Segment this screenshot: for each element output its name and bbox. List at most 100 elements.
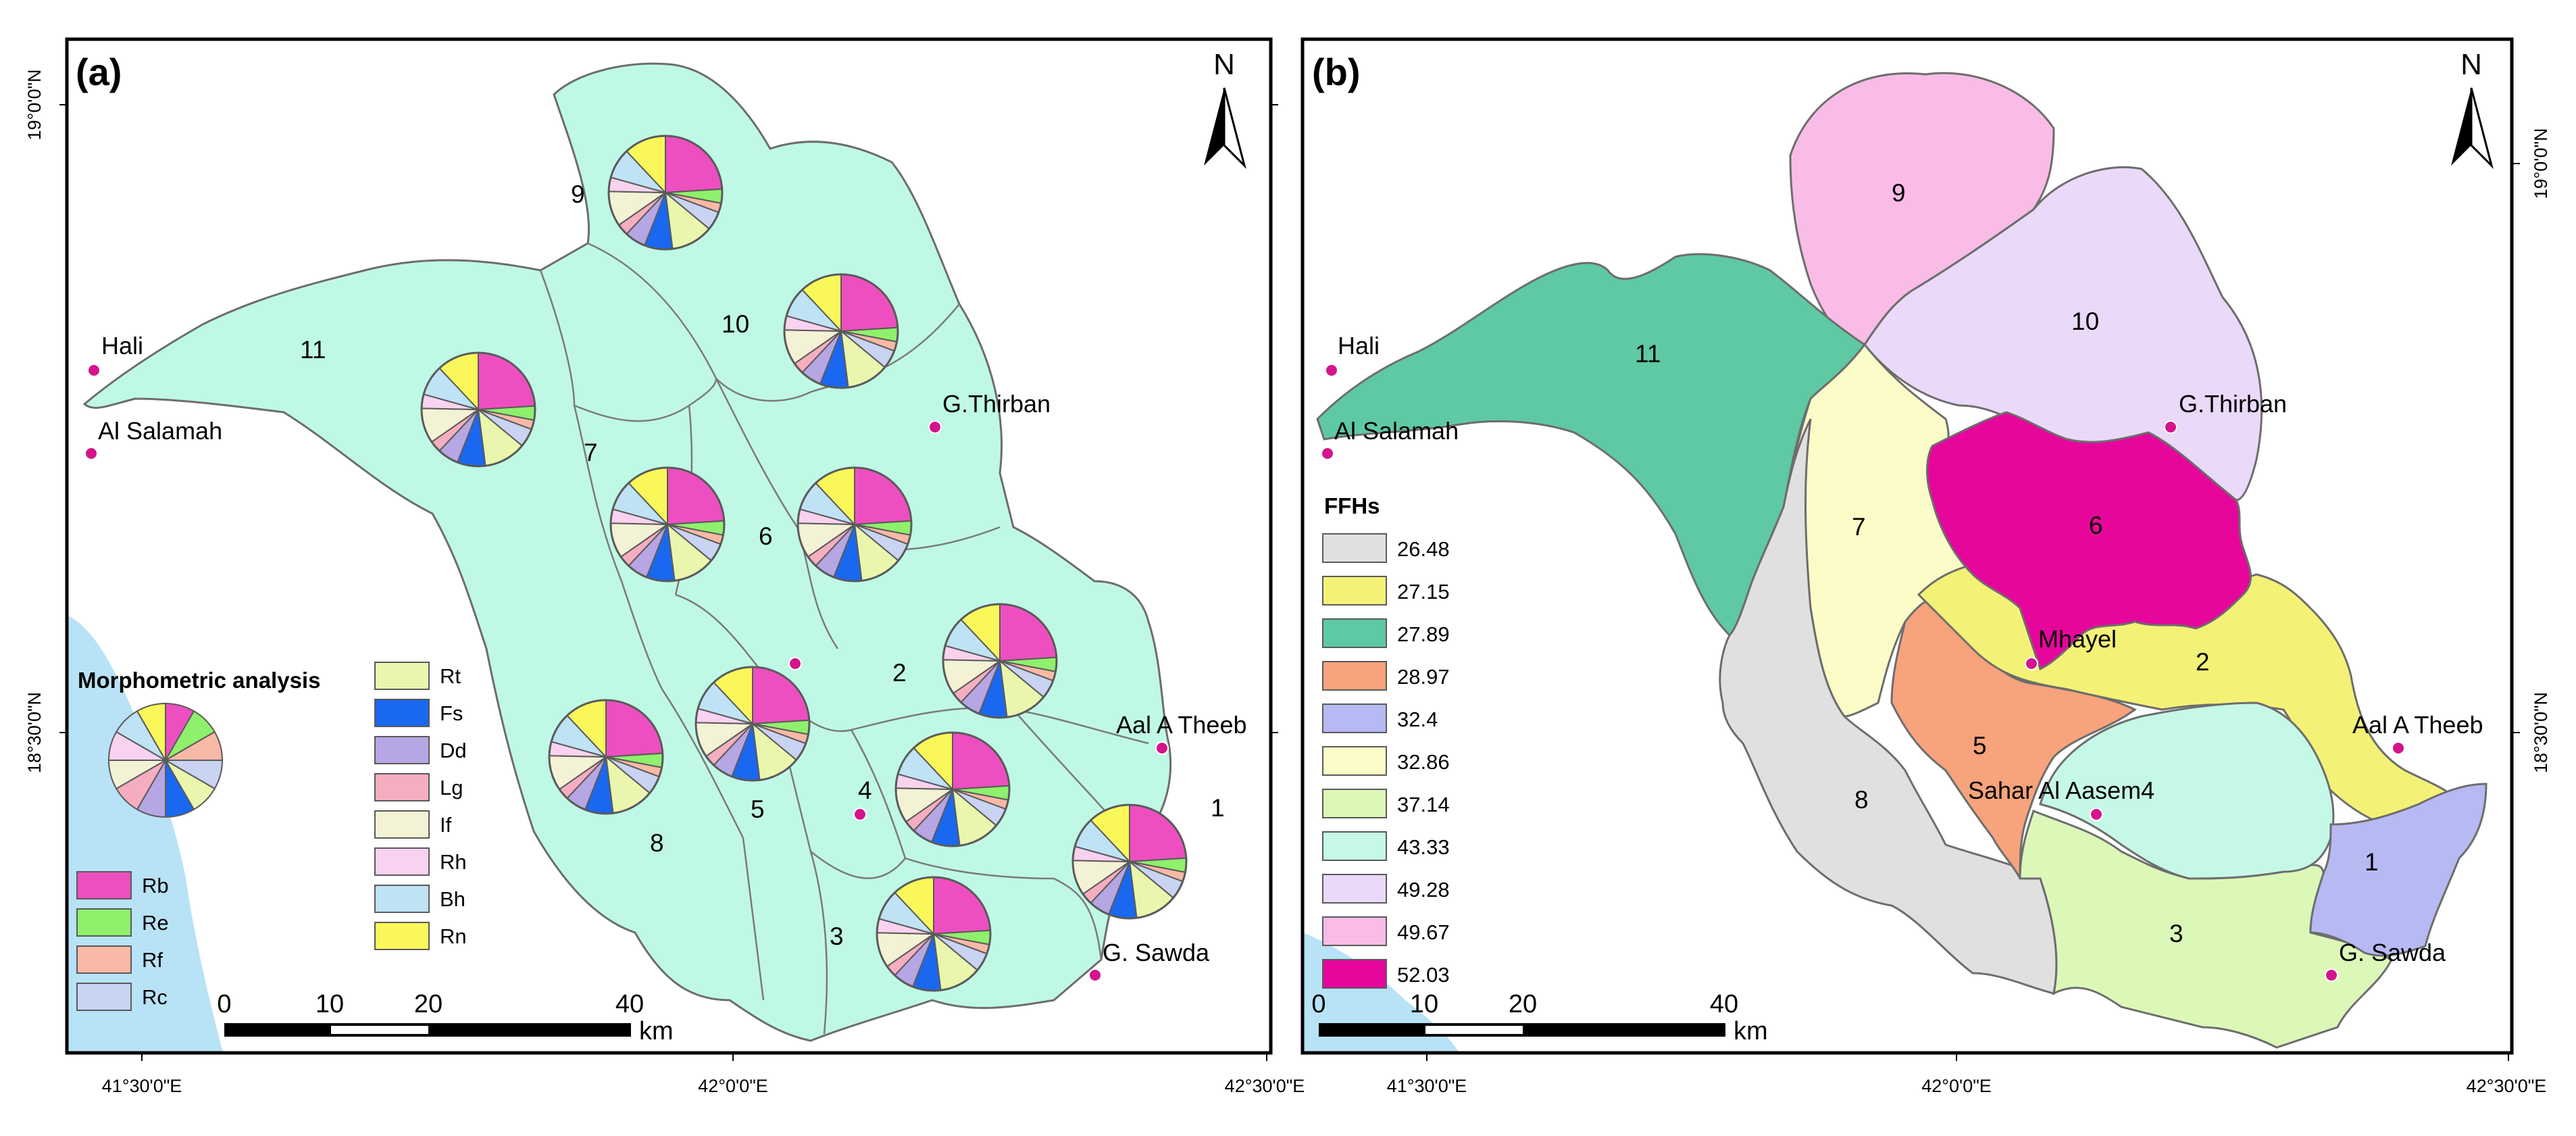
scale-tick-40: 40	[615, 990, 644, 1018]
legend-label-re: Re	[142, 911, 169, 935]
legend-label-bh: Bh	[440, 887, 465, 911]
north-label: N	[2460, 48, 2482, 81]
legend-label-ffh: 32.4	[1397, 708, 1438, 731]
legend-swatch-ffh	[1322, 661, 1387, 691]
legend-swatch-ffh	[1322, 959, 1387, 989]
legend-label-ffh: 27.15	[1397, 580, 1450, 603]
legend-swatch-ffh	[1322, 916, 1387, 946]
legend-swatch-re	[76, 908, 132, 937]
ffh-basin-4	[2039, 701, 2335, 880]
legend-label-rt: Rt	[440, 664, 461, 688]
basin-id-1: 1	[1211, 794, 1225, 822]
basin-id-11: 11	[300, 336, 326, 364]
legend-label-rc: Rc	[142, 985, 168, 1009]
morphometric-pie	[1071, 804, 1188, 920]
lat-label-18-30: 18°30'0"N	[2531, 692, 2551, 773]
place-label-g-sawda: G. Sawda	[2339, 939, 2446, 966]
scale-tick-0: 0	[1311, 990, 1325, 1018]
place-label-sahar-al-aasem4: Sahar Al Aasem4	[1968, 776, 2154, 804]
morphometric-pie	[942, 603, 1058, 719]
place-label-aal-a-theeb: Aal A Theeb	[2352, 711, 2483, 739]
place-label-hali: Hali	[1338, 332, 1380, 360]
basin-id-1: 1	[2365, 848, 2379, 876]
place-markers	[84, 364, 1169, 982]
lon-label-41-30: 41°30'0"E	[1387, 1076, 1467, 1096]
morphometric-pie	[420, 351, 536, 468]
basin-id-10: 10	[2071, 307, 2099, 335]
scale-tick-0: 0	[217, 990, 231, 1018]
basin-id-3: 3	[2169, 920, 2183, 947]
scale-unit: km	[1734, 1017, 1768, 1045]
lon-label-42: 42°0'0"E	[1921, 1076, 1992, 1096]
basin-id-10: 10	[722, 310, 749, 338]
place-markers	[1321, 364, 2405, 982]
legend-label-ffh: 49.67	[1397, 920, 1450, 944]
legend-swatch-bh	[374, 885, 430, 913]
scale-unit: km	[639, 1017, 674, 1045]
legend-swatch-ffh	[1322, 618, 1387, 648]
scale-bar: 0 10 20 40 km	[217, 990, 673, 1045]
lon-label-42: 42°0'0"E	[698, 1076, 768, 1096]
legend-swatch-ffh	[1322, 576, 1387, 606]
basin-id-7: 7	[1852, 513, 1866, 541]
basin-id-6: 6	[2089, 512, 2103, 539]
legend-swatch-lg	[374, 773, 430, 801]
place-label-g-thirban: G.Thirban	[942, 390, 1051, 418]
legend-label-ffh: 43.33	[1397, 835, 1450, 859]
legend-swatch-ffh	[1322, 874, 1387, 904]
legend-swatch-rh	[374, 847, 430, 876]
morphometric-pies	[420, 134, 1188, 992]
legend-swatch-ffh	[1322, 831, 1387, 861]
place-label-mhayel: Mhayel	[2038, 625, 2117, 653]
basin-id-8: 8	[650, 829, 664, 857]
morphometric-pie	[607, 134, 724, 251]
morphometric-pie	[894, 731, 1011, 847]
basin-id-2: 2	[892, 659, 907, 687]
basin-id-11: 11	[1635, 340, 1661, 368]
legend-title-ffhs: FFHs	[1324, 493, 1380, 518]
legend-swatch-ffh	[1322, 746, 1387, 776]
lon-label-41-30: 41°30'0"E	[102, 1076, 182, 1096]
basin-id-5: 5	[1973, 732, 1987, 760]
legend-label-ffh: 32.86	[1397, 750, 1450, 774]
legend-swatch-rt	[374, 662, 430, 690]
legend-label-ffh: 52.03	[1397, 963, 1450, 987]
legend-morphometric: Rb Re Rf Rc Rt Fs Dd Lg If Rh Bh Rn	[76, 662, 467, 1011]
legend-swatch-ffh	[1322, 533, 1387, 563]
scale-tick-20: 20	[414, 990, 443, 1018]
legend-label-ffh: 49.28	[1397, 878, 1450, 902]
basin-id-2: 2	[2196, 648, 2210, 676]
panel-a: Hali Al Salamah G.Thirban Aal A Theeb G.…	[24, 37, 1305, 1096]
legend-label-rf: Rf	[142, 948, 163, 972]
morphometric-pie	[783, 273, 899, 389]
legend-pie-slice	[136, 702, 166, 763]
place-label-g-sawda: G. Sawda	[1103, 939, 1210, 966]
legend-label-fs: Fs	[440, 701, 463, 725]
basin-id-6: 6	[759, 522, 773, 550]
legend-label-ffh: 26.48	[1397, 537, 1450, 561]
place-label-al-salamah: Al Salamah	[1334, 417, 1459, 445]
lat-label-19: 19°0'0"N	[24, 69, 45, 140]
scale-tick-40: 40	[1710, 990, 1738, 1018]
panel-b: Hali Al Salamah G.Thirban Mhayel Aal A T…	[1300, 37, 2551, 1096]
panel-label-b: (b)	[1312, 51, 1361, 93]
sea-area	[67, 615, 223, 1053]
legend-label-ffh: 27.89	[1397, 622, 1450, 646]
place-label-g-thirban: G.Thirban	[2179, 390, 2287, 418]
scale-tick-10: 10	[1410, 990, 1438, 1018]
scale-tick-10: 10	[315, 990, 344, 1018]
lat-label-19: 19°0'0"N	[2531, 128, 2551, 199]
lon-label-42-30: 42°30'0"E	[2467, 1076, 2547, 1096]
basin-id-9: 9	[1892, 179, 1906, 207]
legend-swatch-fs	[374, 699, 430, 727]
lon-label-42-30: 42°30'0"E	[1225, 1076, 1305, 1096]
legend-swatch-rf	[76, 945, 132, 974]
legend-label-lg: Lg	[440, 776, 463, 799]
legend-label-ffh: 28.97	[1397, 665, 1450, 689]
legend-swatch-ffh	[1322, 703, 1387, 733]
basin-id-4: 4	[858, 776, 872, 804]
morphometric-pie	[548, 699, 664, 815]
legend-label-rb: Rb	[142, 874, 169, 897]
basin-id-5: 5	[751, 795, 765, 823]
